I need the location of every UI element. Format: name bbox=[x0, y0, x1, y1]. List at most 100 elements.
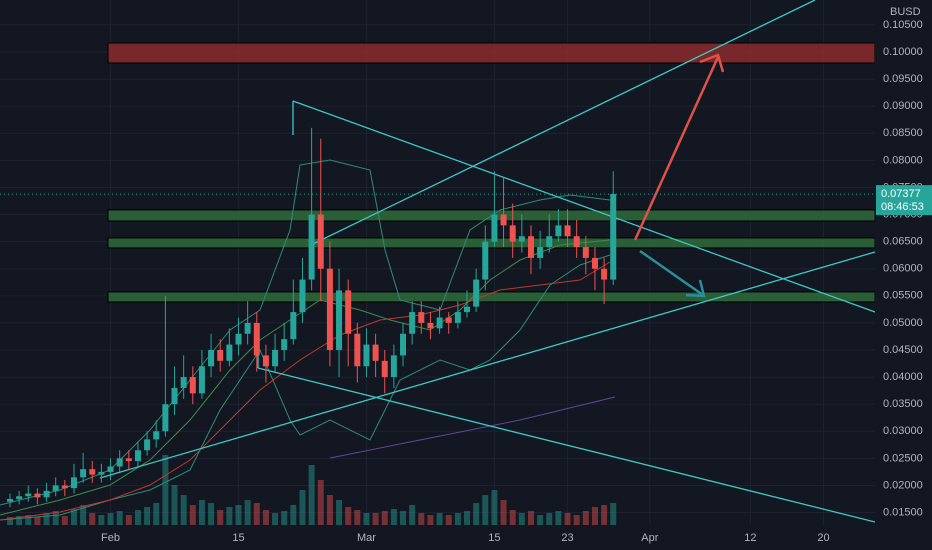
volume-bar bbox=[80, 505, 87, 525]
y-tick-label: 0.03500 bbox=[883, 398, 923, 410]
volume-bar bbox=[518, 513, 525, 525]
candle-body bbox=[281, 339, 288, 350]
candle-body bbox=[546, 236, 553, 248]
candle-body bbox=[272, 350, 279, 367]
candle-body bbox=[80, 469, 87, 478]
volume-bar bbox=[70, 509, 77, 525]
volume-bar bbox=[610, 503, 617, 525]
volume-bar bbox=[226, 507, 233, 525]
candle-body bbox=[500, 214, 507, 226]
candle-body bbox=[418, 312, 425, 323]
candle-body bbox=[208, 350, 215, 367]
volume-bar bbox=[427, 515, 434, 525]
volume-bar bbox=[527, 511, 534, 525]
candle-body bbox=[509, 225, 516, 242]
y-tick-label: 0.10000 bbox=[883, 46, 923, 58]
volume-bar bbox=[217, 510, 224, 525]
volume-bar bbox=[454, 513, 461, 525]
arrow-head bbox=[685, 279, 706, 298]
y-tick-label: 0.06500 bbox=[883, 236, 923, 248]
volume-bar bbox=[162, 455, 169, 525]
candle-body bbox=[16, 496, 23, 499]
candle-body bbox=[171, 387, 178, 405]
bollinger-lower bbox=[0, 254, 611, 521]
volume-bar bbox=[134, 510, 141, 525]
volume-bar bbox=[43, 513, 50, 525]
candle-body bbox=[180, 377, 187, 388]
candle-body bbox=[107, 466, 114, 472]
moving-average-long bbox=[329, 396, 616, 459]
x-tick-label: Feb bbox=[101, 532, 120, 544]
trendline bbox=[257, 367, 876, 523]
candle-body bbox=[7, 498, 13, 502]
last-price-label: 0.07377 bbox=[881, 188, 921, 200]
volume-bar bbox=[409, 505, 416, 525]
candle-body bbox=[518, 236, 525, 242]
candle-body bbox=[299, 279, 306, 313]
candle-body bbox=[372, 344, 379, 361]
volume-bar bbox=[336, 500, 343, 525]
moving-average-slow bbox=[0, 261, 611, 521]
volume-bar bbox=[262, 510, 269, 525]
time-axis bbox=[0, 527, 875, 550]
y-tick-label: 0.04000 bbox=[883, 371, 923, 383]
candle-body bbox=[345, 290, 352, 334]
volume-bar bbox=[116, 511, 123, 525]
candle-body bbox=[591, 257, 598, 269]
candle-body bbox=[70, 477, 77, 489]
volume-bar bbox=[555, 511, 562, 525]
volume-bar bbox=[418, 513, 425, 525]
volume-bar bbox=[491, 490, 498, 525]
candle-body bbox=[144, 439, 151, 451]
volume-bar bbox=[281, 511, 288, 525]
indicators bbox=[0, 0, 876, 523]
candle-body bbox=[226, 344, 233, 361]
x-tick-label: 12 bbox=[744, 532, 756, 544]
volume-bar bbox=[464, 511, 470, 525]
volume-bar bbox=[445, 515, 452, 525]
candle-body bbox=[43, 490, 50, 498]
volume-bar bbox=[582, 511, 589, 525]
candle-body bbox=[217, 350, 224, 361]
y-tick-label: 0.09000 bbox=[883, 100, 923, 112]
y-tick-label: 0.01500 bbox=[883, 506, 923, 518]
y-tick-label: 0.04500 bbox=[883, 344, 923, 356]
volume-bar bbox=[272, 513, 279, 525]
volume-bar bbox=[52, 511, 59, 525]
candle-body bbox=[336, 290, 343, 350]
candle-body bbox=[262, 355, 269, 367]
candle-body bbox=[134, 450, 141, 462]
candle-body bbox=[473, 279, 480, 307]
volume-bar bbox=[244, 500, 251, 525]
volume-bar bbox=[189, 505, 196, 525]
moving-average-fast bbox=[0, 239, 611, 516]
volume-bar bbox=[573, 515, 580, 525]
candle-body bbox=[52, 485, 59, 491]
candle-body bbox=[491, 214, 498, 242]
zone bbox=[107, 42, 876, 64]
candle-body bbox=[189, 377, 196, 394]
candle-body bbox=[400, 333, 407, 356]
candle-body bbox=[601, 268, 608, 280]
volume-bar bbox=[381, 511, 388, 525]
volume-bar bbox=[363, 513, 370, 525]
candle-body bbox=[198, 366, 205, 394]
volume-bar bbox=[308, 465, 315, 525]
candle-body bbox=[436, 317, 443, 329]
x-tick-label: Mar bbox=[357, 532, 376, 544]
candle-body bbox=[125, 458, 132, 462]
candle-body bbox=[116, 458, 123, 467]
y-tick-label: 0.06000 bbox=[883, 263, 923, 275]
volume-bar bbox=[34, 517, 41, 525]
volume-bar bbox=[144, 507, 151, 525]
x-tick-label: 15 bbox=[232, 532, 244, 544]
candle-body bbox=[409, 312, 416, 334]
candle-body bbox=[564, 225, 571, 237]
candle-body bbox=[445, 317, 452, 323]
candle-body bbox=[253, 322, 260, 356]
candle-body bbox=[555, 225, 562, 237]
volume-bar bbox=[208, 503, 215, 525]
volume-bar bbox=[390, 509, 397, 525]
